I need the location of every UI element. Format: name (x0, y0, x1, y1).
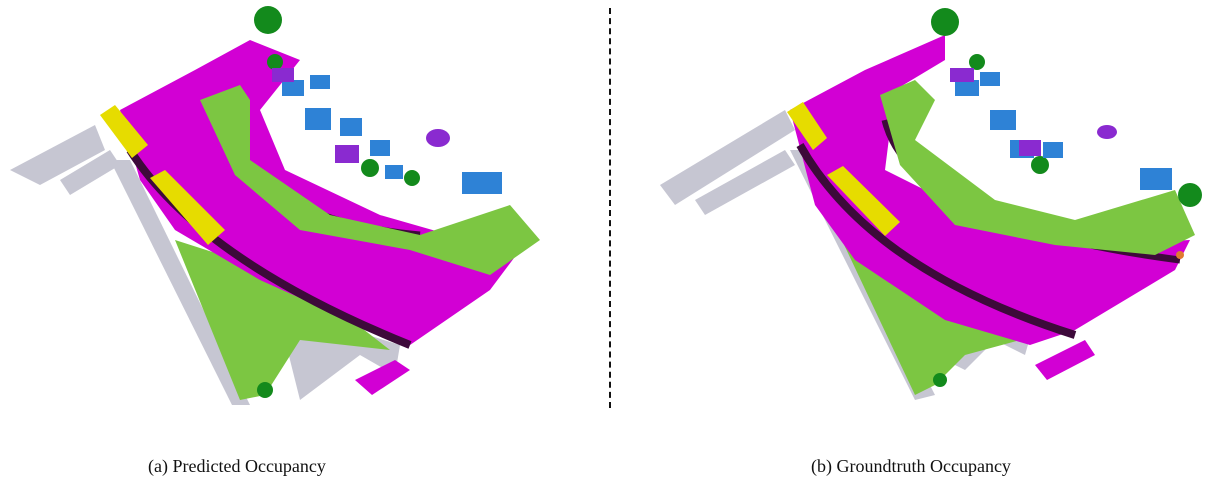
car-6 (1140, 168, 1172, 190)
truck-2 (1019, 140, 1041, 156)
driveable-surface-bottom (1035, 340, 1095, 380)
car-5 (1043, 142, 1063, 158)
vegetation-tree-3 (361, 159, 379, 177)
car-7 (462, 172, 502, 194)
terrain-lower (175, 240, 390, 400)
groundtruth-occupancy-render (660, 8, 1202, 400)
car-2 (980, 72, 1000, 86)
car-4 (340, 118, 362, 136)
vegetation-tree-3 (1031, 156, 1049, 174)
barrier-1 (1176, 251, 1184, 259)
manmade-wall-diagonal (110, 160, 250, 405)
bus-2 (150, 170, 225, 245)
car-3 (305, 108, 331, 130)
panel-divider (609, 8, 611, 408)
truck-2 (335, 145, 359, 163)
car-1 (955, 80, 979, 96)
truck-1 (272, 68, 294, 82)
car-2 (310, 75, 330, 89)
vegetation-tree-5 (933, 373, 947, 387)
manmade-structure-left-2 (60, 150, 120, 195)
sidewalk-curb-lower (796, 143, 1077, 339)
predicted-occupancy-render (10, 6, 540, 405)
caption-predicted: (a) Predicted Occupancy (148, 456, 326, 476)
truck-3 (426, 129, 450, 147)
terrain-island (880, 80, 1195, 255)
vegetation-tree-5 (257, 382, 273, 398)
car-6 (385, 165, 403, 179)
vegetation-tree-1 (254, 6, 282, 34)
bus-1 (787, 102, 827, 150)
predicted-occupancy-panel (0, 0, 600, 420)
manmade-structure-left (10, 125, 105, 185)
vegetation-tree-2 (267, 54, 283, 70)
vegetation-tree-2 (969, 54, 985, 70)
truck-3 (1097, 125, 1117, 139)
truck-1 (950, 68, 974, 82)
bus-1 (100, 105, 148, 158)
car-5 (370, 140, 390, 156)
bus-2 (827, 166, 900, 236)
vegetation-tree-4 (1178, 183, 1202, 207)
car-3 (990, 110, 1016, 130)
driveable-surface-bottom (355, 360, 410, 395)
vegetation-tree-4 (404, 170, 420, 186)
groundtruth-occupancy-panel (615, 0, 1227, 420)
caption-groundtruth: (b) Groundtruth Occupancy (811, 456, 1011, 476)
terrain-island (200, 85, 540, 275)
manmade-structure-left (660, 110, 795, 205)
car-1 (282, 80, 304, 96)
vegetation-tree-1 (931, 8, 959, 36)
manmade-structure-left-2 (695, 150, 795, 215)
